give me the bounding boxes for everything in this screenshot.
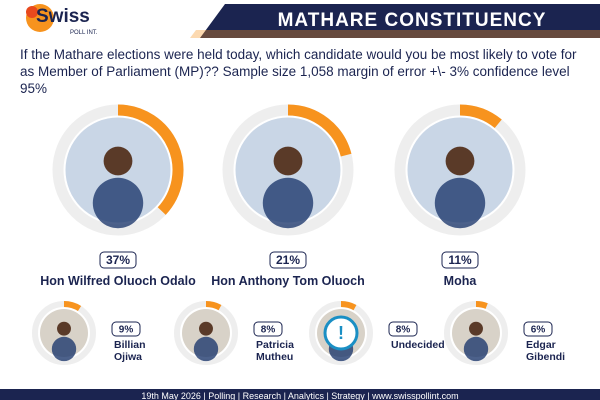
logo: Swiss bbox=[36, 6, 90, 27]
candidate-name: Hon Anthony Tom Oluoch bbox=[211, 274, 365, 288]
value-box bbox=[253, 321, 283, 337]
value-label: 6% bbox=[531, 325, 546, 336]
header-title: MATHARE CONSTITUENCY bbox=[278, 10, 547, 31]
photo-head bbox=[199, 321, 213, 336]
ring-arc bbox=[340, 301, 357, 311]
photo-head bbox=[445, 146, 475, 176]
ring-arc bbox=[63, 301, 82, 312]
candidate-name: Edgar Gibendi bbox=[526, 339, 566, 363]
undecided-icon: ! bbox=[323, 315, 359, 351]
photo-head bbox=[469, 321, 483, 336]
footer-band bbox=[0, 389, 600, 400]
value-box bbox=[111, 321, 141, 337]
photo-figure bbox=[463, 336, 489, 362]
value-label: 8% bbox=[396, 325, 411, 336]
candidate-name: Moha bbox=[443, 274, 477, 288]
photo-figure bbox=[51, 336, 77, 362]
value-label: 9% bbox=[119, 325, 134, 336]
value-label: 37% bbox=[106, 253, 130, 267]
ring-arc bbox=[287, 104, 352, 157]
footer: 19th May 2026 | Polling | Research | Ana… bbox=[141, 391, 459, 400]
header-accent bbox=[190, 30, 600, 38]
photo-figure bbox=[434, 177, 486, 229]
ring-arc bbox=[117, 104, 184, 215]
photo-head bbox=[103, 146, 133, 176]
photo-figure bbox=[92, 177, 144, 229]
photo-figure bbox=[193, 336, 219, 362]
photo-figure bbox=[262, 177, 314, 229]
logo-mark bbox=[26, 6, 38, 18]
value-box bbox=[99, 251, 137, 269]
value-box bbox=[269, 251, 307, 269]
value-box bbox=[441, 251, 479, 269]
candidate-name: Hon Wilfred Oluoch Odalo bbox=[40, 274, 196, 288]
candidate-name: Patricia Mutheu bbox=[256, 339, 294, 363]
value-box bbox=[388, 321, 418, 337]
svg-text:!: ! bbox=[338, 323, 344, 343]
photo-head bbox=[273, 146, 303, 176]
ring-arc bbox=[475, 301, 488, 309]
ring-arc bbox=[459, 104, 502, 129]
ring-arc bbox=[205, 301, 222, 311]
value-label: 8% bbox=[261, 325, 276, 336]
photo-head bbox=[57, 321, 71, 336]
value-label: 11% bbox=[448, 253, 472, 267]
candidate-name: Billian Ojiwa bbox=[114, 339, 146, 363]
header-banner bbox=[200, 4, 600, 38]
value-label: 21% bbox=[276, 253, 300, 267]
candidate-name: Undecided bbox=[391, 339, 445, 351]
question: If the Mathare elections were held today… bbox=[20, 47, 577, 96]
value-box bbox=[523, 321, 553, 337]
logo-sub: POLL INT. bbox=[70, 30, 98, 36]
